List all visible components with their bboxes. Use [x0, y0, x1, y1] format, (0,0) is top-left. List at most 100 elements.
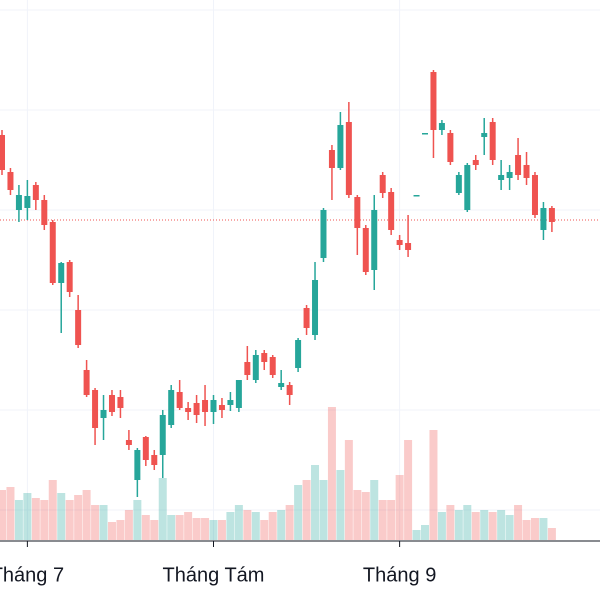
- candle-body: [328, 150, 335, 168]
- candle-body: [388, 192, 395, 230]
- volume-bar: [446, 505, 455, 540]
- volume-bar: [158, 478, 167, 540]
- volume-bar: [505, 515, 514, 540]
- candle-body: [202, 400, 209, 412]
- candle-body: [83, 370, 90, 395]
- candle-body: [0, 135, 5, 170]
- candle-body: [295, 340, 302, 368]
- candle-body: [396, 240, 403, 245]
- volume-bar: [421, 525, 429, 540]
- volume-bar: [429, 430, 438, 540]
- candle-body: [269, 357, 276, 375]
- volume-bar: [251, 512, 260, 540]
- volume-bar: [497, 510, 506, 540]
- candle-body: [134, 450, 141, 480]
- volume-bar: [311, 465, 320, 540]
- candle-body: [108, 395, 115, 412]
- candle-body: [371, 210, 378, 270]
- candle-body: [320, 210, 327, 258]
- volume-bar: [133, 500, 142, 540]
- volume-bar: [40, 500, 49, 540]
- candle-body: [506, 172, 513, 178]
- volume-bar: [547, 528, 556, 540]
- volume-bar: [387, 500, 396, 540]
- candle-body: [7, 172, 14, 190]
- volume-bar: [57, 493, 66, 540]
- volume-bar: [91, 505, 100, 540]
- candle-body: [49, 222, 56, 283]
- volume-bar: [192, 518, 201, 540]
- candle-body: [125, 440, 132, 445]
- candle-body: [489, 122, 496, 160]
- candle-body: [32, 185, 39, 200]
- candle-body: [235, 380, 242, 408]
- volume-bar: [23, 493, 32, 540]
- candle-body: [218, 405, 225, 410]
- volume-bar: [454, 510, 463, 540]
- candle-body: [464, 165, 471, 210]
- volume-bar: [530, 518, 539, 540]
- candle-body: [151, 455, 158, 465]
- candle-body: [481, 133, 488, 137]
- volume-bar: [353, 490, 362, 540]
- volume-bar: [488, 512, 497, 540]
- candle-body: [455, 175, 462, 193]
- volume-bar: [184, 512, 193, 540]
- volume-bar: [471, 512, 480, 540]
- volume-bar: [260, 520, 269, 540]
- volume-bar: [404, 440, 413, 540]
- candle-body: [430, 72, 437, 130]
- candle-body: [75, 310, 82, 345]
- candle-body: [422, 133, 428, 135]
- candle-body: [438, 123, 445, 130]
- candle-body: [278, 383, 285, 387]
- volume-bar: [217, 520, 226, 540]
- volume-bar: [522, 520, 531, 540]
- x-axis-bg: [0, 541, 600, 600]
- volume-bar: [141, 515, 150, 540]
- volume-bar: [175, 515, 184, 540]
- volume-bar: [74, 495, 83, 540]
- candle-body: [100, 410, 107, 418]
- volume-bar: [243, 510, 252, 540]
- volume-bar: [268, 512, 277, 540]
- candle-body: [159, 415, 166, 455]
- candle-body: [252, 355, 259, 380]
- candle-body: [24, 196, 31, 208]
- candle-body: [303, 308, 310, 328]
- volume-bar: [116, 520, 125, 540]
- volume-bar: [99, 505, 108, 540]
- candle-body: [15, 195, 22, 210]
- candle-body: [261, 353, 268, 362]
- candle-body: [523, 165, 530, 178]
- candle-body: [244, 362, 251, 375]
- candle-body: [515, 155, 522, 175]
- candle-body: [354, 197, 361, 228]
- candle-body: [379, 175, 386, 193]
- x-tick-label: Tháng 7: [0, 564, 64, 586]
- volume-bar: [209, 520, 218, 540]
- volume-bar: [107, 522, 116, 540]
- volume-bar: [201, 518, 210, 540]
- candle-body: [345, 122, 352, 195]
- volume-bar: [65, 500, 74, 540]
- volume-bar: [319, 480, 328, 540]
- candle-body: [498, 175, 505, 180]
- candle-body: [472, 160, 479, 165]
- candle-body: [185, 408, 192, 412]
- volume-bar: [82, 490, 91, 540]
- volume-bar: [327, 407, 336, 540]
- volume-bar: [294, 485, 303, 540]
- candle-body: [312, 280, 319, 335]
- candle-body: [210, 400, 217, 412]
- volume-bar: [480, 510, 489, 540]
- volume-bar: [514, 505, 523, 540]
- candle-body: [531, 175, 538, 215]
- volume-bar: [226, 512, 235, 540]
- volume-bar: [31, 498, 40, 540]
- candle-body: [193, 403, 200, 415]
- volume-bar: [124, 510, 133, 540]
- volume-bar: [48, 480, 57, 540]
- candle-body: [168, 390, 175, 425]
- candle-body: [405, 243, 412, 250]
